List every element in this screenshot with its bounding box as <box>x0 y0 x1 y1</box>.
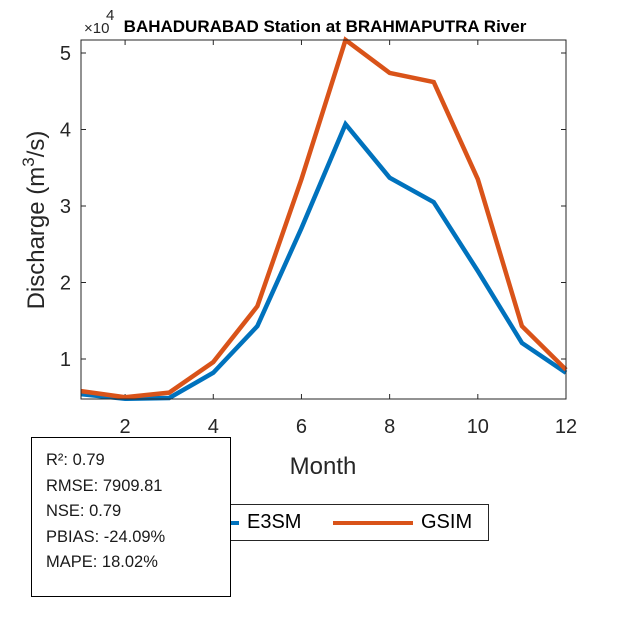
y-tick-label: 2 <box>60 272 71 294</box>
y-axis-label-main: Discharge (m <box>23 167 50 310</box>
stat-mape: MAPE: 18.02% <box>46 553 158 571</box>
stat-rmse: RMSE: 7909.81 <box>46 476 163 495</box>
series-line-gsim <box>80 36 568 400</box>
y-axis-label-suffix: /s) <box>23 131 50 158</box>
stat-r2: R²: 0.79 <box>46 451 105 469</box>
y-exponent-power: 4 <box>106 7 114 24</box>
y-axis-label-superscript: 3 <box>19 157 38 166</box>
plot-area-box <box>80 39 567 400</box>
x-tick-label: 10 <box>467 416 489 438</box>
x-tick-label: 6 <box>296 416 307 438</box>
stat-pbias: PBIAS: -24.09% <box>46 527 166 546</box>
series-line-e3sm <box>80 119 568 402</box>
stats-box: R²: 0.79 RMSE: 7909.81 NSE: 0.79 PBIAS: … <box>31 437 231 597</box>
y-tick-label: 4 <box>60 120 71 142</box>
stat-nse: NSE: 0.79 <box>46 502 122 520</box>
y-tick-label: 1 <box>60 349 71 371</box>
y-tick-label: 3 <box>60 196 71 218</box>
x-tick-label: 8 <box>384 416 395 438</box>
legend-line-gsim <box>333 520 413 525</box>
x-tick-label: 2 <box>120 416 131 438</box>
y-tick-label: 5 <box>60 43 71 65</box>
x-tick-label: 4 <box>208 416 219 438</box>
legend-item-gsim: GSIM <box>333 505 472 540</box>
legend-label-gsim: GSIM <box>421 511 473 533</box>
chart-title: BAHADURABAD Station at BRAHMAPUTRA River <box>124 17 527 36</box>
y-exponent-base: ×10 <box>84 20 109 37</box>
x-axis-label: Month <box>290 453 357 480</box>
x-tick-label: 12 <box>555 416 577 438</box>
legend-label-e3sm: E3SM <box>247 511 302 533</box>
y-axis-label: Discharge (m3/s) <box>19 131 50 310</box>
